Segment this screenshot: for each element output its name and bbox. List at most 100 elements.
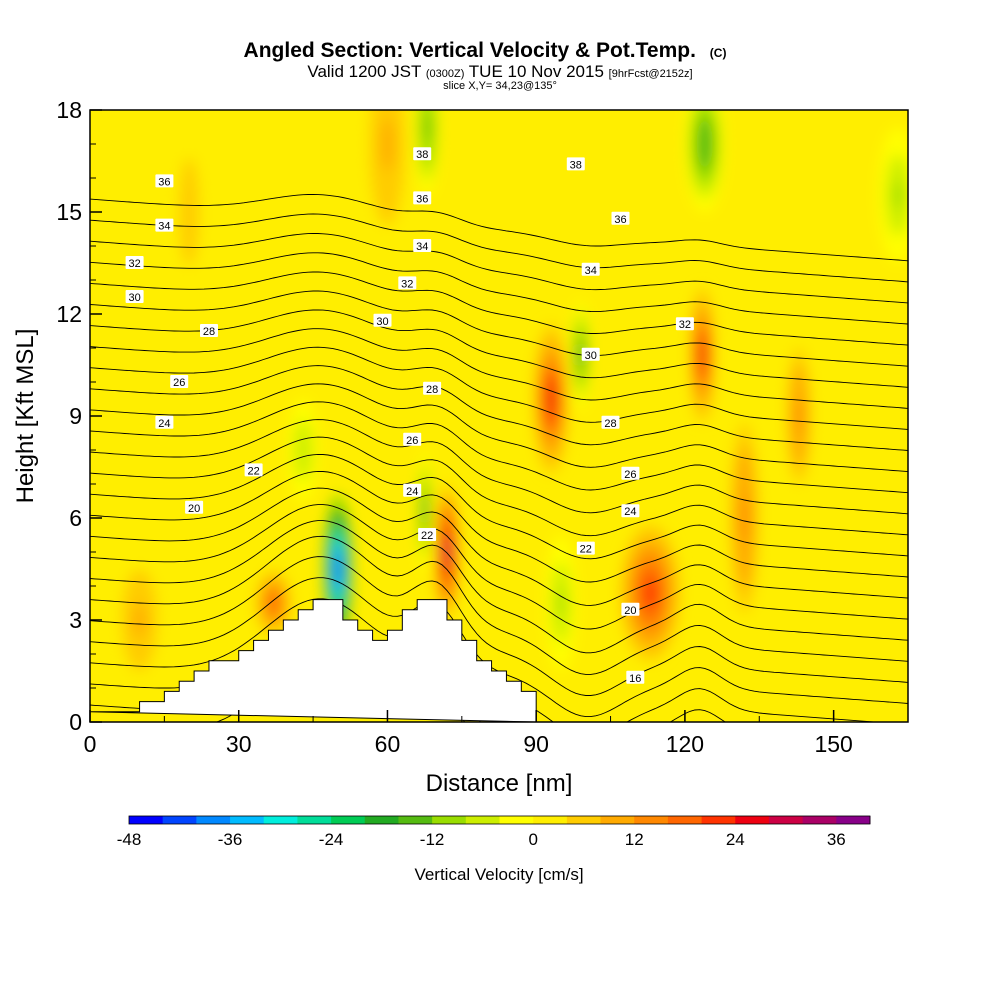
contour-label-2: 20	[621, 602, 640, 617]
contour-label-26: 36	[611, 211, 630, 226]
downdraft-cell-5-ring-4	[424, 113, 430, 141]
contour-label-21: 34	[155, 218, 174, 233]
x-axis: 0 30 60 90 120 150	[84, 710, 853, 757]
contour-label-25: 36	[413, 191, 432, 205]
colorbar-swatch-20	[802, 816, 837, 824]
contour-label-8: 24	[621, 504, 640, 518]
downdraft-cell-7-ring-4	[300, 439, 307, 461]
contour-label-text: 34	[585, 265, 597, 277]
contour-label-17: 30	[581, 347, 600, 362]
updraft-cell-6-ring-4	[444, 538, 450, 566]
contour-label-text: 34	[416, 241, 428, 253]
updraft-cell-4-ring-4	[795, 399, 802, 433]
isentrope-32	[90, 365, 908, 451]
contour-label-24: 36	[155, 174, 174, 188]
isentrope-36	[90, 290, 908, 367]
y-tick-label-4: 12	[56, 301, 82, 327]
contour-label-22: 34	[413, 239, 432, 253]
contour-label-23: 34	[581, 262, 600, 277]
updraft-cell-7-ring-4	[133, 603, 146, 637]
velocity-background	[90, 110, 908, 722]
contour-label-text: 36	[416, 193, 428, 205]
downdraft-cell-1-ring-4	[423, 498, 427, 524]
y-tick-label-1: 3	[69, 607, 82, 633]
contour-label-1: 20	[185, 500, 204, 515]
isentrope-35	[90, 309, 908, 388]
colorbar-swatch-15	[634, 816, 669, 824]
contour-label-text: 28	[426, 384, 438, 396]
colorbar-swatch-19	[768, 816, 804, 824]
colorbar-swatch-12	[533, 816, 568, 824]
contour-label-bg	[566, 157, 585, 171]
isentrope-39	[90, 233, 908, 304]
colorbar-swatch-11	[499, 816, 534, 824]
colorbar-swatch-17	[701, 816, 736, 824]
y-tick-label-2: 6	[69, 505, 82, 531]
contour-label-5: 22	[418, 528, 437, 542]
colorbar: -48 -36 -24 -12 0 12 24 36	[117, 815, 871, 849]
y-axis-label: Height [Kft MSL]	[12, 329, 39, 504]
contour-label-11: 26	[621, 466, 640, 481]
updraft-cell-3-ring-4	[740, 494, 748, 542]
contour-label-bg	[621, 504, 640, 518]
contour-label-6: 24	[155, 415, 174, 430]
colorbar-tick-label-2: -24	[319, 830, 344, 849]
isentrope-28	[90, 436, 908, 537]
contour-label-bg	[125, 256, 144, 269]
terrain-profile	[90, 599, 537, 722]
plot-area: 16 20 20 22 22 22 24 24 24 26 26 26 28 28 28 30 30 30 32 32…	[90, 110, 908, 722]
isentrope-22	[90, 535, 908, 675]
colorbar-tick-label-3: -12	[420, 830, 445, 849]
downdraft-cell-0-ring-4	[334, 554, 341, 584]
contour-label-bg	[611, 211, 630, 225]
isentrope-27	[90, 453, 908, 560]
colorbar-swatch-6	[331, 816, 366, 824]
x-tick-label-1: 30	[226, 731, 252, 757]
contour-label-bg	[244, 463, 263, 477]
x-tick-label-4: 120	[666, 731, 704, 757]
y-tick-label-3: 9	[69, 403, 82, 429]
isentrope-29	[90, 419, 908, 515]
contour-label-text: 38	[416, 149, 428, 161]
colorbar-tick-label-4: 0	[528, 830, 537, 849]
contour-label-text: 20	[624, 605, 636, 617]
y-tick-label-5: 15	[56, 199, 82, 225]
contour-label-3: 22	[244, 463, 263, 477]
contour-label-text: 32	[401, 278, 413, 290]
contour-label-bg	[576, 541, 595, 555]
colorbar-swatch-9	[432, 816, 467, 824]
contour-label-18: 32	[125, 256, 144, 270]
downdraft-cell-6-ring-4	[894, 181, 903, 209]
contour-label-bg	[398, 276, 417, 290]
updraft-cell-8-ring-4	[381, 116, 394, 172]
contour-label-7: 24	[403, 483, 422, 498]
contour-label-bg	[413, 191, 432, 205]
colorbar-swatch-14	[600, 816, 635, 824]
isentrope-33	[90, 346, 908, 430]
contour-label-text: 24	[624, 506, 636, 518]
contour-label-text: 30	[585, 350, 597, 362]
contour-label-text: 34	[158, 221, 170, 233]
isentrope-21	[90, 556, 908, 696]
downdraft-cell-4-ring-4	[557, 589, 564, 617]
isentrope-40	[90, 213, 908, 283]
subtitle-zulu: (0300Z)	[426, 68, 465, 80]
contour-label-0: 16	[626, 670, 645, 685]
colorbar-tick-label-0: -48	[117, 830, 142, 849]
terrain-layer	[90, 599, 537, 722]
contour-label-bg	[413, 239, 432, 252]
updraft-cell-0-ring-4	[547, 384, 555, 414]
colorbar-swatch-21	[836, 816, 871, 824]
contour-labels: 16 20 20 22 22 22 24 24 24 26 26 26 28 28 28 30 30 30 32 32…	[125, 147, 694, 685]
colorbar-swatch-4	[263, 816, 298, 824]
isentrope-30	[90, 401, 908, 494]
contour-label-bg	[125, 290, 144, 303]
contour-label-bg	[413, 147, 432, 161]
contour-label-text: 22	[247, 465, 259, 477]
contour-label-text: 24	[158, 418, 170, 430]
x-tick-label-5: 150	[814, 731, 852, 757]
subtitle-date: TUE 10 Nov 2015	[469, 62, 604, 81]
contour-label-bg	[155, 218, 174, 232]
contour-label-14: 28	[601, 415, 620, 430]
